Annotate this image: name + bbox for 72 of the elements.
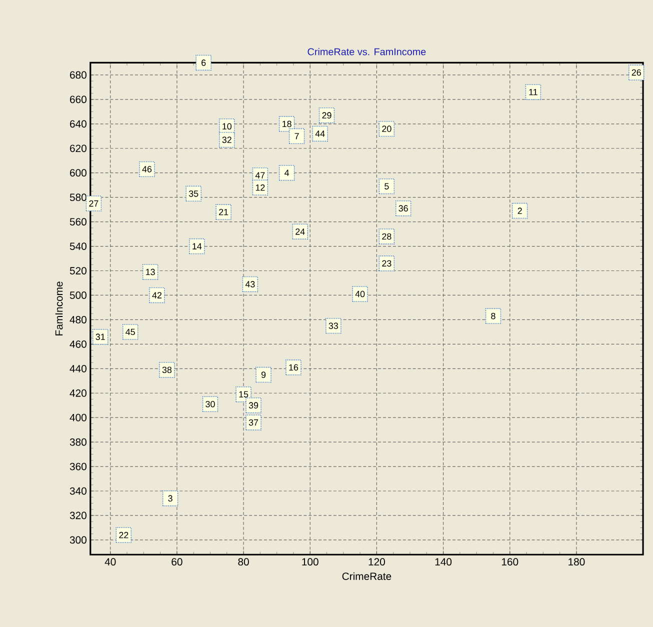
y-tick-label: 560 [70,218,86,226]
annotation: 38 [162,366,172,373]
x-tick-label: 160 [502,558,518,566]
y-tick-label: 580 [70,193,86,201]
y-tick-label: 500 [70,291,86,299]
annotation: 42 [152,292,162,298]
x-tick-label: 140 [435,558,452,566]
y-tick-label: 620 [70,144,86,152]
annotation: 9 [261,371,266,378]
y-tick-label: 600 [70,169,86,176]
annotation: 46 [142,166,152,172]
annotation: 14 [192,243,202,250]
annotation: 43 [245,280,255,288]
y-tick-label: 340 [70,487,86,495]
annotation: 5 [384,183,389,190]
y-tick-label: 360 [70,462,86,470]
annotation: 27 [89,200,98,206]
x-axis-title: CrimeRate [342,572,392,580]
annotation: 23 [382,260,392,266]
annotation: 36 [398,205,408,212]
y-tick-label: 680 [70,71,86,78]
annotation: 30 [206,400,215,408]
annotation: 12 [256,184,265,190]
annotation: 40 [355,290,365,298]
x-tick-label: 100 [302,558,318,566]
y-tick-label: 320 [70,512,86,520]
annotation: 32 [222,136,232,143]
annotation: 6 [202,59,206,66]
annotation: 29 [322,112,332,118]
annotation: 33 [328,322,338,329]
x-tick-label: 180 [568,558,585,566]
annotation: 26 [632,69,641,76]
annotation: 47 [255,172,265,178]
y-tick-label: 540 [70,242,86,250]
annotation: 4 [284,170,290,176]
annotation: 18 [282,120,292,127]
annotation: 28 [382,233,392,240]
annotation: 22 [119,532,128,538]
annotation: 3 [168,495,172,502]
annotation: 13 [146,268,155,275]
annotation: 24 [296,228,305,235]
x-tick-label: 40 [104,558,116,566]
annotation: 44 [315,130,325,137]
annotation: 10 [222,123,232,130]
chart-title: CrimeRate vs. FamIncome [308,48,426,56]
x-tick-label: 80 [238,558,249,566]
annotation: 21 [219,208,228,215]
annotation: 39 [248,402,258,408]
annotation: 37 [248,419,258,426]
y-axis-title: FamIncome [55,282,63,336]
annotation: 2 [518,208,522,214]
y-tick-label: 300 [70,536,86,544]
y-tick-label: 640 [70,120,86,128]
x-tick-label: 120 [368,558,385,566]
annotation: 35 [188,190,198,197]
annotation: 11 [529,88,538,96]
annotation: 8 [491,312,496,320]
annotation: 20 [382,125,392,132]
y-tick-label: 480 [70,316,86,324]
annotation: 31 [96,334,105,340]
y-tick-label: 460 [70,340,86,348]
x-tick-label: 60 [172,558,182,566]
y-tick-label: 660 [70,96,86,103]
annotation: 7 [294,132,299,140]
y-tick-label: 400 [70,414,86,422]
annotation: 45 [126,328,135,335]
annotation: 15 [239,391,248,398]
y-tick-label: 520 [70,266,86,274]
annotation: 16 [289,364,298,370]
y-tick-label: 420 [70,389,86,397]
y-tick-label: 440 [70,364,86,372]
y-tick-label: 380 [70,438,86,446]
